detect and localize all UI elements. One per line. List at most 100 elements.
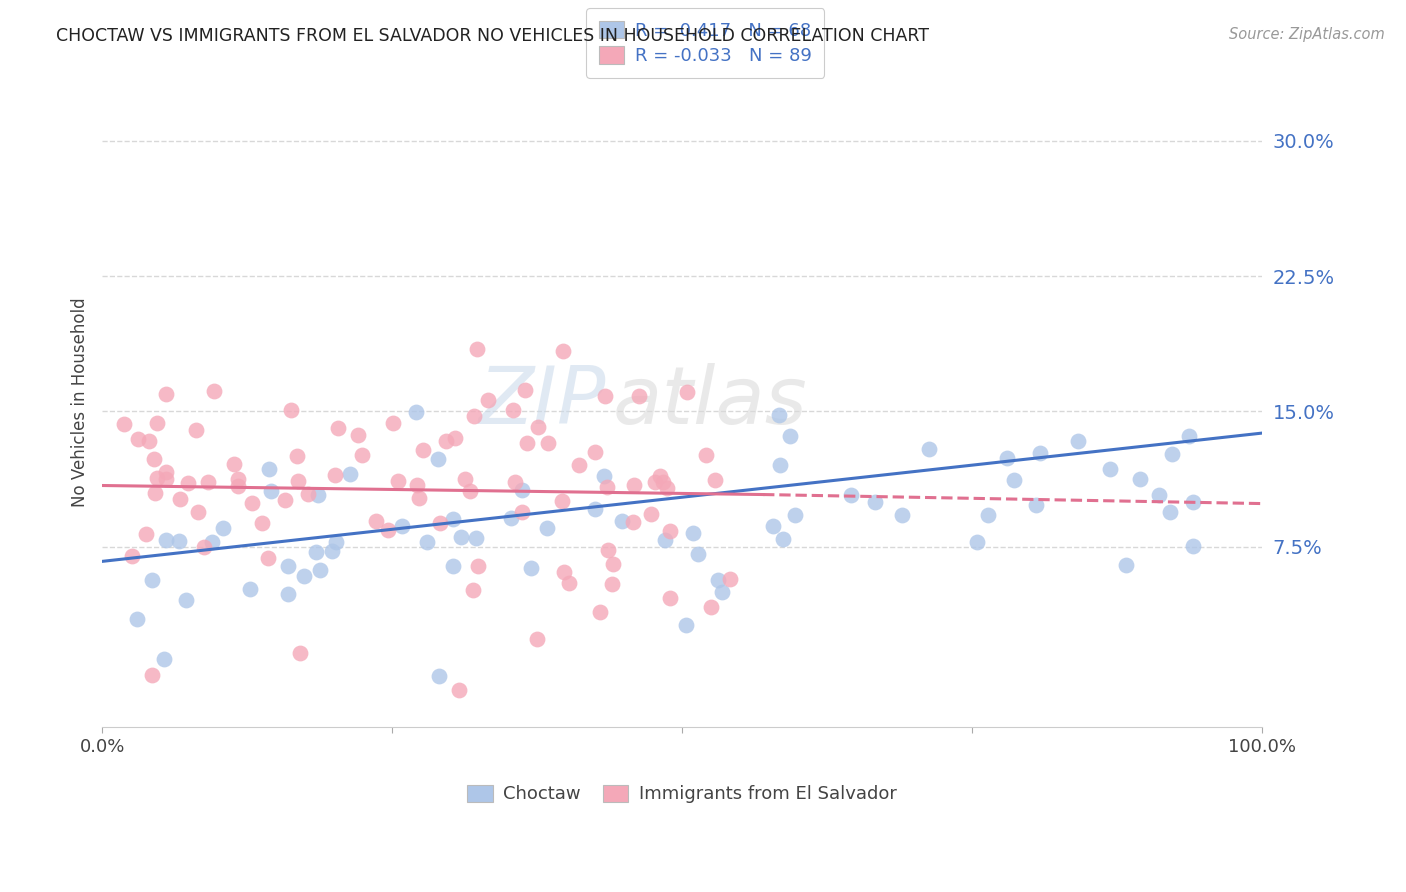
Point — [250, 516, 273, 530]
Point — [1029, 445, 1052, 459]
Point — [461, 583, 484, 598]
Point — [167, 533, 190, 548]
Point — [326, 421, 349, 435]
Point — [644, 475, 666, 489]
Point — [427, 669, 450, 683]
Point — [502, 403, 524, 417]
Point — [429, 516, 451, 530]
Point — [381, 416, 404, 430]
Point — [153, 652, 176, 666]
Point — [285, 449, 308, 463]
Point — [551, 493, 574, 508]
Point — [583, 445, 606, 459]
Point — [516, 436, 538, 450]
Point — [412, 443, 434, 458]
Point — [308, 563, 330, 577]
Point — [568, 458, 591, 472]
Point — [596, 542, 619, 557]
Point — [623, 478, 645, 492]
Point — [640, 507, 662, 521]
Point — [143, 452, 166, 467]
Text: ZIP: ZIP — [479, 363, 606, 442]
Point — [177, 475, 200, 490]
Point — [654, 533, 676, 547]
Point — [700, 600, 723, 615]
Point — [292, 569, 315, 583]
Point — [184, 423, 207, 437]
Point — [682, 525, 704, 540]
Point — [602, 558, 624, 572]
Point — [1098, 462, 1121, 476]
Point — [917, 442, 939, 457]
Point — [503, 475, 526, 489]
Point — [704, 473, 727, 487]
Point — [499, 511, 522, 525]
Point — [772, 532, 794, 546]
Point — [135, 527, 157, 541]
Point — [1182, 540, 1205, 554]
Point — [1177, 429, 1199, 443]
Point — [256, 551, 278, 566]
Point — [583, 501, 606, 516]
Point — [458, 483, 481, 498]
Point — [305, 544, 328, 558]
Text: CHOCTAW VS IMMIGRANTS FROM EL SALVADOR NO VEHICLES IN HOUSEHOLD CORRELATION CHAR: CHOCTAW VS IMMIGRANTS FROM EL SALVADOR N… — [56, 27, 929, 45]
Point — [405, 478, 427, 492]
Point — [187, 505, 209, 519]
Point — [141, 574, 163, 588]
Point — [1129, 472, 1152, 486]
Point — [387, 474, 409, 488]
Point — [966, 534, 988, 549]
Point — [769, 458, 792, 473]
Point — [226, 472, 249, 486]
Point — [347, 428, 370, 442]
Point — [193, 540, 215, 554]
Point — [141, 667, 163, 681]
Point — [536, 521, 558, 535]
Point — [257, 462, 280, 476]
Point — [427, 451, 450, 466]
Point — [595, 388, 617, 402]
Point — [1181, 495, 1204, 509]
Text: Source: ZipAtlas.com: Source: ZipAtlas.com — [1229, 27, 1385, 42]
Point — [176, 592, 198, 607]
Point — [202, 384, 225, 398]
Point — [553, 565, 575, 579]
Point — [657, 481, 679, 495]
Legend: Choctaw, Immigrants from El Salvador: Choctaw, Immigrants from El Salvador — [458, 775, 905, 813]
Point — [839, 488, 862, 502]
Point — [1161, 446, 1184, 460]
Point — [510, 483, 533, 497]
Point — [695, 448, 717, 462]
Point — [465, 342, 488, 356]
Point — [621, 515, 644, 529]
Point — [1025, 499, 1047, 513]
Point — [627, 389, 650, 403]
Y-axis label: No Vehicles in Household: No Vehicles in Household — [72, 298, 89, 508]
Point — [779, 429, 801, 443]
Point — [449, 682, 471, 697]
Point — [686, 547, 709, 561]
Point — [112, 417, 135, 432]
Point — [1115, 558, 1137, 573]
Point — [377, 523, 399, 537]
Point — [169, 492, 191, 507]
Point — [454, 472, 477, 486]
Point — [325, 534, 347, 549]
Point — [287, 474, 309, 488]
Point — [890, 508, 912, 522]
Point — [240, 495, 263, 509]
Point — [467, 558, 489, 573]
Point — [145, 471, 167, 485]
Point — [595, 480, 617, 494]
Point — [592, 469, 614, 483]
Point — [1067, 434, 1090, 449]
Point — [675, 617, 697, 632]
Point — [364, 514, 387, 528]
Point — [463, 409, 485, 423]
Point — [350, 448, 373, 462]
Point — [1159, 505, 1181, 519]
Point — [127, 432, 149, 446]
Point — [408, 491, 430, 506]
Point — [321, 543, 343, 558]
